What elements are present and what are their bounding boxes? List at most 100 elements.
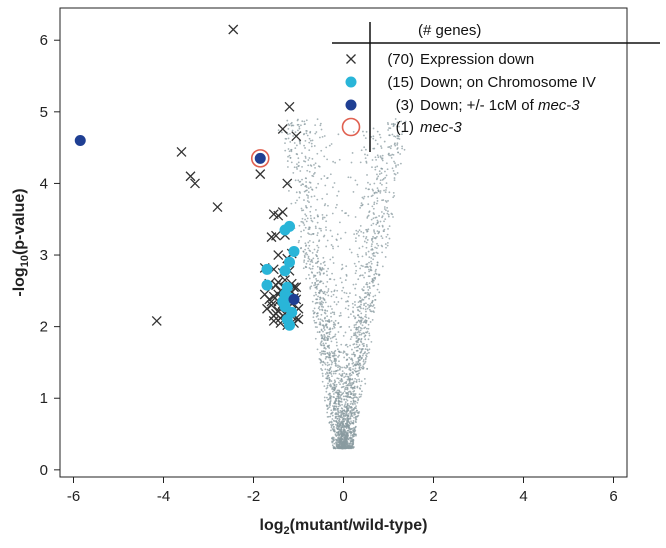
background-gene-point bbox=[357, 345, 359, 348]
background-gene-points bbox=[277, 118, 407, 450]
background-gene-point bbox=[364, 237, 367, 240]
background-gene-point bbox=[333, 359, 336, 361]
background-gene-point bbox=[334, 333, 337, 336]
background-gene-point bbox=[313, 163, 315, 166]
background-gene-point bbox=[294, 147, 297, 150]
background-gene-point bbox=[323, 362, 326, 364]
background-gene-point bbox=[376, 235, 378, 238]
background-gene-point bbox=[322, 360, 325, 363]
background-gene-point bbox=[318, 308, 321, 311]
background-gene-point bbox=[341, 209, 344, 212]
background-gene-point bbox=[311, 261, 314, 264]
background-gene-point bbox=[381, 225, 384, 228]
background-gene-point bbox=[324, 347, 327, 350]
background-gene-point bbox=[319, 358, 322, 361]
background-gene-point bbox=[373, 192, 376, 195]
background-gene-point bbox=[290, 202, 293, 205]
background-gene-point bbox=[343, 417, 346, 420]
background-gene-point bbox=[358, 372, 360, 375]
background-gene-point bbox=[364, 348, 367, 350]
background-gene-point bbox=[329, 229, 332, 232]
background-gene-point bbox=[355, 343, 358, 346]
background-gene-point bbox=[357, 255, 360, 258]
background-gene-point bbox=[342, 286, 345, 289]
background-gene-point bbox=[389, 127, 392, 130]
background-gene-point bbox=[365, 302, 367, 305]
background-gene-point bbox=[351, 371, 354, 374]
legend-count: (70) bbox=[387, 51, 414, 68]
background-gene-point bbox=[324, 316, 326, 319]
background-gene-point bbox=[332, 426, 335, 429]
background-gene-point bbox=[359, 384, 362, 387]
background-gene-point bbox=[349, 338, 352, 341]
background-gene-point bbox=[323, 396, 326, 399]
background-gene-point bbox=[335, 413, 338, 415]
background-gene-point bbox=[350, 400, 352, 403]
background-gene-point bbox=[353, 369, 356, 372]
background-gene-point bbox=[311, 189, 314, 191]
x-marker bbox=[255, 169, 266, 180]
background-gene-point bbox=[365, 160, 368, 163]
background-gene-point bbox=[368, 282, 371, 285]
background-gene-point bbox=[333, 325, 335, 328]
background-gene-point bbox=[337, 433, 340, 436]
background-gene-point bbox=[349, 313, 352, 316]
background-gene-point bbox=[388, 225, 391, 228]
background-gene-point bbox=[331, 440, 333, 443]
background-gene-point bbox=[329, 404, 331, 406]
background-gene-point bbox=[324, 399, 326, 402]
background-gene-point bbox=[321, 197, 324, 200]
background-gene-point bbox=[314, 162, 317, 165]
background-gene-point bbox=[330, 412, 333, 415]
y-tick-label: 5 bbox=[40, 104, 48, 121]
background-gene-point bbox=[374, 156, 377, 159]
background-gene-point bbox=[354, 420, 357, 423]
background-gene-point bbox=[354, 377, 357, 380]
background-gene-point bbox=[326, 361, 329, 364]
background-gene-point bbox=[314, 124, 317, 127]
background-gene-point bbox=[294, 179, 297, 182]
background-gene-point bbox=[355, 237, 357, 240]
legend-label: Down; on Chromosome IV bbox=[420, 74, 596, 91]
background-gene-point bbox=[383, 206, 386, 208]
background-gene-point bbox=[324, 264, 326, 267]
background-gene-point bbox=[324, 357, 327, 360]
background-gene-point bbox=[314, 166, 316, 169]
background-gene-point bbox=[386, 212, 389, 215]
background-gene-point bbox=[326, 274, 329, 277]
background-gene-point bbox=[287, 137, 290, 140]
background-gene-point bbox=[386, 206, 389, 209]
background-gene-point bbox=[338, 315, 341, 317]
background-gene-point bbox=[319, 321, 321, 324]
background-gene-point bbox=[345, 275, 348, 277]
background-gene-point bbox=[331, 235, 334, 238]
background-gene-point bbox=[357, 398, 360, 400]
background-gene-point bbox=[366, 348, 369, 351]
background-gene-point bbox=[379, 190, 382, 192]
background-gene-point bbox=[297, 161, 300, 164]
background-gene-point bbox=[396, 172, 399, 174]
background-gene-point bbox=[365, 241, 368, 244]
background-gene-point bbox=[339, 221, 341, 224]
x-axis-title-sub: 2 bbox=[284, 525, 290, 537]
background-gene-point bbox=[342, 415, 345, 417]
background-gene-point bbox=[337, 399, 340, 402]
background-gene-point bbox=[316, 214, 319, 217]
background-gene-point bbox=[324, 184, 327, 187]
background-gene-point bbox=[313, 171, 316, 174]
background-gene-point bbox=[364, 382, 367, 385]
background-gene-point bbox=[313, 217, 316, 219]
background-gene-point bbox=[345, 300, 347, 303]
background-gene-point bbox=[319, 136, 321, 139]
background-gene-point bbox=[324, 373, 327, 375]
background-gene-point bbox=[332, 247, 335, 250]
background-gene-point bbox=[339, 397, 341, 400]
background-gene-point bbox=[380, 147, 383, 149]
background-gene-point bbox=[392, 191, 395, 194]
background-gene-point bbox=[347, 176, 350, 179]
background-gene-point bbox=[329, 258, 332, 261]
background-gene-point bbox=[372, 207, 375, 210]
background-gene-point bbox=[354, 304, 356, 306]
background-gene-point bbox=[343, 366, 346, 369]
x-marker bbox=[185, 171, 196, 182]
